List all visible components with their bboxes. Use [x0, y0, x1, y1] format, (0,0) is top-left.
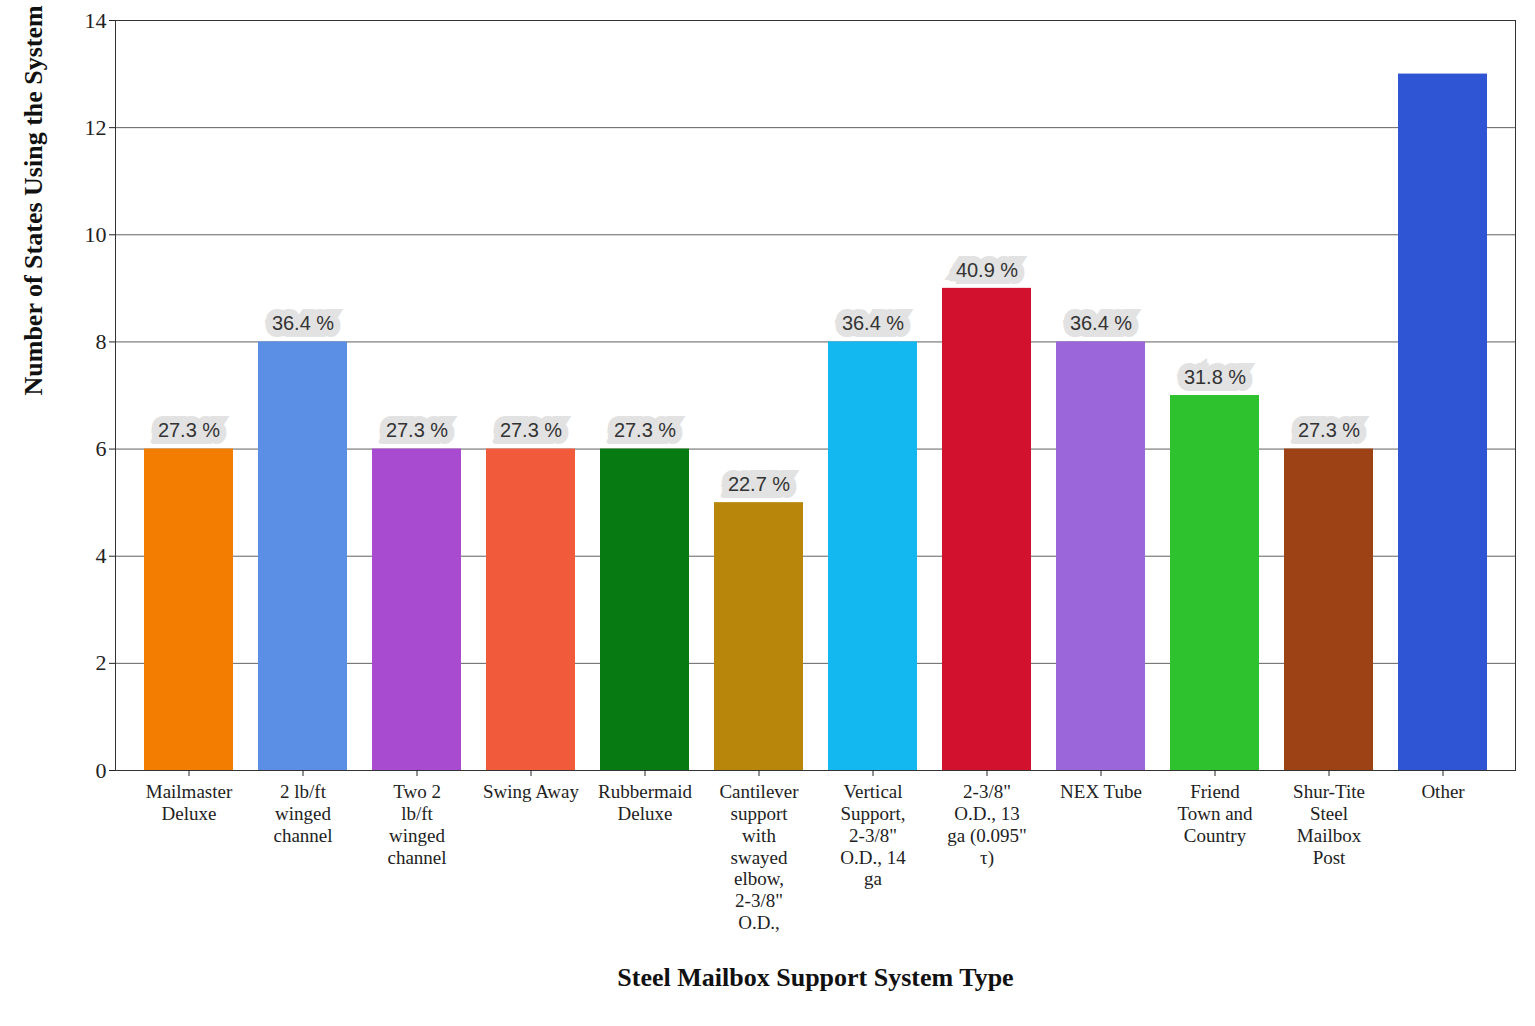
- svg-text:2: 2: [96, 650, 107, 675]
- svg-text:27.3 %: 27.3 %: [386, 419, 448, 441]
- svg-text:NEX Tube: NEX Tube: [1060, 781, 1142, 802]
- svg-text:27.3 %: 27.3 %: [500, 419, 562, 441]
- svg-text:Cantileversupportwithswayedelb: Cantileversupportwithswayedelbow,2-3/8"O…: [719, 781, 799, 933]
- svg-text:36.4 %: 36.4 %: [272, 312, 334, 334]
- svg-text:40.9 %: 40.9 %: [956, 259, 1018, 281]
- svg-text:27.3 %: 27.3 %: [614, 419, 676, 441]
- svg-text:36.4 %: 36.4 %: [842, 312, 904, 334]
- svg-text:10: 10: [85, 222, 107, 247]
- svg-text:MailmasterDeluxe: MailmasterDeluxe: [146, 781, 233, 824]
- svg-text:Steel Mailbox Support System T: Steel Mailbox Support System Type: [617, 963, 1013, 992]
- svg-text:2 lb/ftwingedchannel: 2 lb/ftwingedchannel: [273, 781, 332, 846]
- svg-text:36.4 %: 36.4 %: [1070, 312, 1132, 334]
- svg-text:22.7 %: 22.7 %: [728, 473, 790, 495]
- svg-text:6: 6: [96, 436, 107, 461]
- svg-text:12: 12: [85, 115, 107, 140]
- svg-text:8: 8: [96, 329, 107, 354]
- svg-text:27.3 %: 27.3 %: [158, 419, 220, 441]
- svg-text:VerticalSupport,2-3/8"O.D., 14: VerticalSupport,2-3/8"O.D., 14ga: [840, 781, 906, 889]
- svg-text:Swing Away: Swing Away: [483, 781, 579, 802]
- svg-text:27.3 %: 27.3 %: [1298, 419, 1360, 441]
- svg-text:0: 0: [96, 758, 107, 783]
- svg-text:Number of States Using the Sys: Number of States Using the System: [19, 5, 48, 396]
- svg-text:Two 2lb/ftwingedchannel: Two 2lb/ftwingedchannel: [387, 781, 446, 868]
- svg-text:Other: Other: [1421, 781, 1465, 802]
- svg-text:31.8 %: 31.8 %: [1184, 366, 1246, 388]
- svg-text:FriendTown andCountry: FriendTown andCountry: [1177, 781, 1253, 846]
- svg-text:4: 4: [96, 543, 107, 568]
- svg-text:Shur-TiteSteelMailboxPost: Shur-TiteSteelMailboxPost: [1293, 781, 1365, 868]
- svg-text:14: 14: [85, 8, 107, 33]
- svg-text:2-3/8"O.D., 13ga (0.095"τ): 2-3/8"O.D., 13ga (0.095"τ): [947, 781, 1027, 869]
- svg-text:RubbermaidDeluxe: RubbermaidDeluxe: [598, 781, 692, 824]
